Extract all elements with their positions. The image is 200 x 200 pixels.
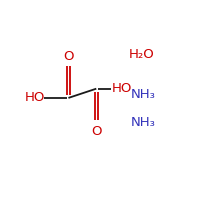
Text: O: O — [91, 125, 102, 138]
Text: NH₃: NH₃ — [131, 88, 156, 101]
Text: NH₃: NH₃ — [131, 116, 156, 129]
Text: H₂O: H₂O — [129, 48, 155, 61]
Text: O: O — [63, 50, 74, 63]
Text: HO: HO — [25, 91, 45, 104]
Text: HO: HO — [112, 82, 132, 95]
